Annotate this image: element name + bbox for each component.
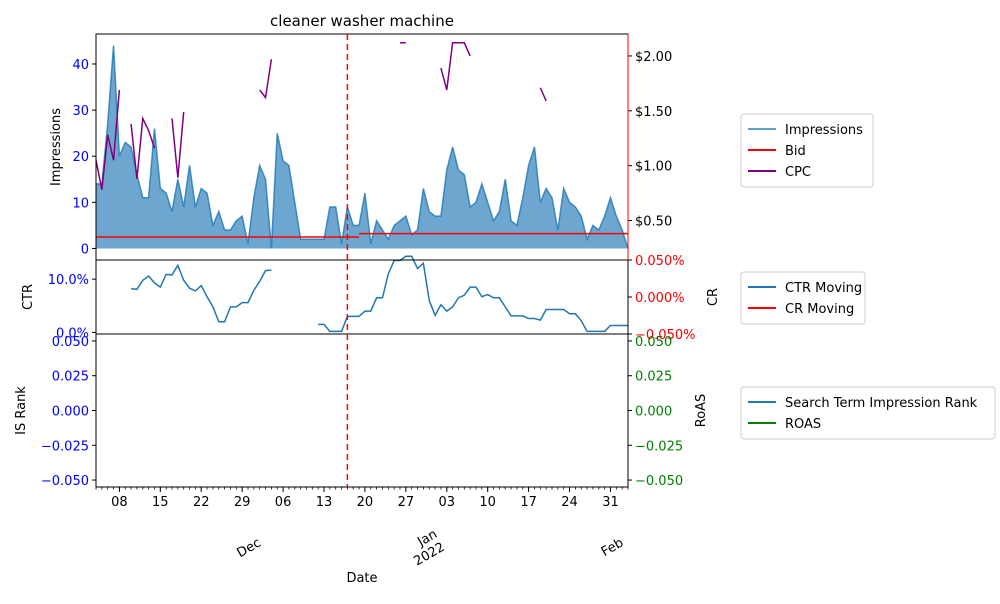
cr-tick-label: 0.050%	[635, 254, 685, 269]
ctr-line-1	[318, 255, 628, 333]
cpc-line-0	[95, 89, 121, 190]
impressions-tick-label: 10	[72, 196, 89, 211]
is-rank-axis-label: IS Rank	[14, 386, 29, 435]
is-rank-tick-label: −0.050	[41, 474, 89, 489]
roas-tick-label: 0.025	[635, 370, 672, 385]
x-tick-label: 31	[602, 495, 619, 510]
legend-bottom-label: ROAS	[785, 417, 821, 432]
ctr-tick-label: 10.0%	[48, 273, 89, 288]
x-tick-label: 06	[275, 495, 292, 510]
cr-tick-label: 0.000%	[635, 291, 685, 306]
roas-axis-label: RoAS	[694, 394, 709, 428]
legend-middle-label: CR Moving	[785, 302, 854, 317]
x-tick-label: 17	[520, 495, 537, 510]
x-month-label: Feb	[599, 535, 626, 560]
impressions-tick-label: 40	[72, 58, 89, 73]
x-month-label-line: Feb	[599, 535, 626, 560]
legend-middle-box	[740, 271, 866, 325]
x-tick-label: 24	[561, 495, 578, 510]
x-tick-label: 20	[357, 495, 374, 510]
ctr-line-0	[131, 263, 272, 323]
impressions-tick-label: 0	[81, 242, 89, 257]
legend-middle-label: CTR Moving	[785, 281, 862, 296]
roas-tick-label: 0.050	[635, 335, 672, 350]
impressions-axis-label: Impressions	[49, 108, 64, 186]
cpc-line-3	[259, 59, 273, 100]
legend-bottom-box	[740, 386, 996, 440]
is-rank-tick-label: 0.025	[52, 370, 89, 385]
legend-top-label: Impressions	[785, 123, 863, 138]
x-tick-label: 15	[152, 495, 169, 510]
cpc-line-2	[171, 111, 185, 178]
roas-tick-label: 0.000	[635, 405, 672, 420]
x-month-label-line: Dec	[235, 535, 264, 561]
ctr-tick-label: 0.0%	[56, 326, 89, 341]
legend-top-label: Bid	[785, 144, 806, 159]
is-rank-tick-label: −0.025	[41, 439, 89, 454]
x-axis-label: Date	[346, 571, 377, 586]
impressions-area	[96, 45, 628, 249]
x-tick-label: 22	[193, 495, 210, 510]
panel-frame-2	[95, 333, 629, 488]
cpc-tick-label: $2.00	[635, 50, 672, 65]
cr-axis-label: CR	[706, 288, 721, 306]
x-tick-label: 10	[479, 495, 496, 510]
cpc-tick-label: $1.00	[635, 160, 672, 175]
ctr-axis-label: CTR	[21, 284, 36, 310]
legend-top-box	[740, 113, 874, 188]
cpc-tick-label: $1.50	[635, 105, 672, 120]
cpc-tick-label: $0.50	[635, 215, 672, 230]
is-rank-tick-label: 0.000	[52, 405, 89, 420]
impressions-line	[96, 45, 629, 249]
cpc-line-1	[130, 115, 156, 179]
impressions-tick-label: 30	[72, 104, 89, 119]
is-rank-tick-label: 0.050	[52, 335, 89, 350]
roas-tick-label: −0.050	[635, 474, 683, 489]
x-tick-label: 08	[111, 495, 128, 510]
roas-tick-label: −0.025	[635, 439, 683, 454]
x-month-label: Dec	[235, 535, 264, 561]
x-tick-label: 13	[316, 495, 333, 510]
chart-title: cleaner washer machine	[270, 12, 454, 30]
cpc-line-5	[440, 42, 471, 91]
legend-top-label: CPC	[785, 165, 811, 180]
panels: cleaner washer machine 0 10 20 30 40 $0.50 $1.0…	[14, 12, 721, 586]
x-tick-label: 27	[398, 495, 415, 510]
x-tick-label: 03	[438, 495, 455, 510]
legends: Impressions Bid CPC CTR Moving CR Moving Sear…	[740, 113, 996, 440]
panel-frame-1	[95, 259, 629, 335]
x-tick-label: 29	[234, 495, 251, 510]
impressions-tick-label: 20	[72, 150, 89, 165]
x-month-label: Jan2022	[404, 527, 448, 570]
legend-bottom-label: Search Term Impression Rank	[785, 396, 978, 411]
cr-tick-label: −0.050%	[635, 328, 695, 343]
cpc-line-6	[539, 87, 547, 102]
